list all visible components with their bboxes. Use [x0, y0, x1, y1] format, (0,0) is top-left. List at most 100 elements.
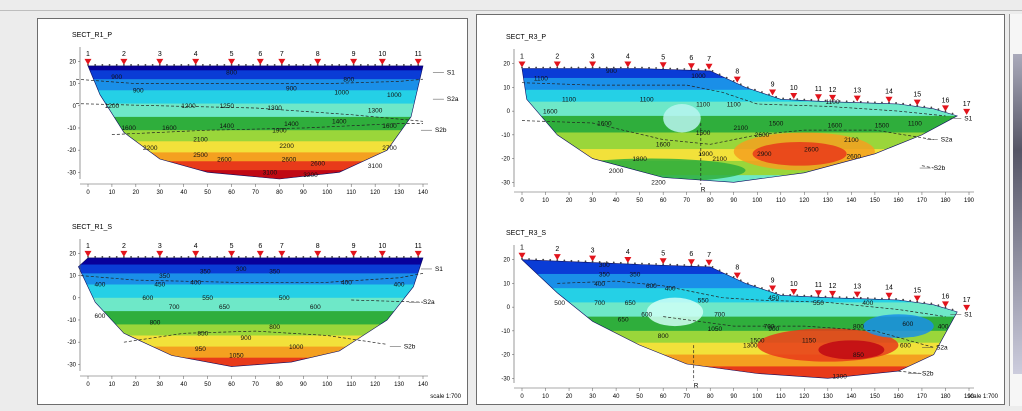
x-tick-label: 50 — [204, 190, 211, 196]
contour-label: 400 — [665, 286, 676, 293]
contour-label: 450 — [154, 282, 165, 289]
geophone-dot — [803, 98, 806, 101]
geophone-dot — [916, 300, 919, 303]
geophone-dot — [598, 66, 601, 69]
color-band — [78, 297, 424, 313]
contour-label: 1600 — [382, 123, 397, 130]
boundary-label: S1 — [964, 115, 972, 122]
contour-label: 900 — [133, 87, 144, 94]
geophone-dot — [803, 294, 806, 297]
contour-label: 1100 — [534, 75, 548, 82]
geophone-dot — [295, 255, 298, 258]
contour-label: 1400 — [284, 121, 299, 128]
x-tick-label: 0 — [86, 382, 90, 388]
geophone-dot — [316, 63, 319, 66]
boundary-label: S2b — [922, 371, 934, 378]
boundary-label: S2a — [447, 96, 459, 103]
geophone-dot — [577, 260, 580, 262]
color-band — [88, 141, 423, 154]
contour-label: 350 — [629, 271, 640, 278]
geophone-dot — [754, 284, 756, 287]
section-color-field — [522, 259, 958, 379]
geophone-dot — [817, 295, 820, 298]
station-number: 13 — [853, 88, 861, 95]
geophone-dot — [662, 67, 665, 70]
geophone-dot — [817, 99, 820, 102]
geophone-dot — [323, 63, 326, 66]
station-number: 17 — [963, 297, 971, 304]
right-edge-scrollbar[interactable] — [1009, 14, 1022, 406]
contour-label: 800 — [853, 323, 864, 330]
station-marker — [853, 95, 861, 102]
contour-label: 1600 — [597, 120, 612, 127]
contour-label: 1100 — [826, 99, 840, 106]
station-number: 6 — [689, 251, 693, 258]
station-marker — [733, 76, 741, 83]
y-tick-label: 10 — [503, 281, 510, 287]
station-number: 10 — [378, 243, 386, 250]
geophone-dot — [173, 255, 176, 258]
geophone-dot — [521, 66, 523, 69]
geophone-dot — [101, 255, 104, 258]
x-tick-label: 140 — [418, 190, 429, 196]
geophone-dot — [782, 97, 785, 100]
geophone-dot — [542, 66, 545, 69]
contour-label: 600 — [95, 313, 106, 320]
geophone-dot — [252, 63, 255, 66]
geophone-dot — [417, 255, 420, 258]
x-tick-label: 190 — [964, 198, 975, 204]
station-marker — [156, 58, 164, 65]
chart-title: SECT_R1_P — [72, 32, 112, 39]
y-tick-label: 10 — [69, 274, 76, 280]
geophone-dot — [775, 95, 777, 98]
geophone-dot — [144, 255, 147, 258]
station-marker — [790, 92, 798, 99]
geophone-dot — [115, 255, 118, 258]
x-tick-label: 150 — [870, 394, 881, 400]
contour-label: 700 — [764, 323, 775, 330]
y-tick-label: -20 — [67, 148, 76, 154]
station-marker — [156, 250, 164, 257]
boundary-line — [80, 273, 424, 283]
y-tick-label: 0 — [507, 109, 511, 115]
color-band — [78, 257, 424, 266]
station-marker — [624, 61, 632, 68]
geophone-dot — [746, 86, 749, 89]
contour-label: 600 — [310, 304, 321, 311]
geophone-dot — [648, 66, 650, 69]
geophone-dot — [323, 255, 326, 258]
contour-label: 600 — [902, 321, 913, 328]
boundary-label: S1 — [964, 311, 972, 318]
station-marker — [814, 290, 822, 297]
contour-label: 1900 — [272, 127, 287, 134]
geophone-dot — [690, 264, 693, 267]
geophone-dot — [122, 255, 125, 258]
station-number: 3 — [158, 243, 162, 250]
y-tick-label: -30 — [67, 362, 76, 368]
boundary-label: S1 — [435, 266, 443, 273]
station-marker — [314, 58, 322, 65]
geophone-dot — [309, 63, 312, 66]
geophone-dot — [634, 262, 636, 265]
x-tick-label: 30 — [156, 190, 163, 196]
x-tick-label: 50 — [636, 198, 643, 204]
color-band — [78, 357, 424, 367]
geophone-dot — [824, 295, 827, 298]
contour-label: 800 — [269, 324, 280, 331]
contour-label: 900 — [240, 335, 251, 342]
x-tick-label: 170 — [917, 198, 928, 204]
geophone-dot — [144, 63, 147, 66]
contour-label: 800 — [343, 76, 354, 83]
geophone-dot — [902, 102, 905, 105]
geophone-dot — [410, 255, 412, 258]
geophone-dot — [746, 282, 749, 285]
x-tick-label: 70 — [683, 198, 690, 204]
geophone-dot — [259, 63, 262, 66]
geophone-dot — [237, 63, 240, 66]
contour-label: 1100 — [562, 97, 576, 104]
contour-label: 1500 — [750, 338, 765, 345]
geophone-dot — [94, 63, 97, 66]
station-number: 2 — [555, 246, 559, 253]
